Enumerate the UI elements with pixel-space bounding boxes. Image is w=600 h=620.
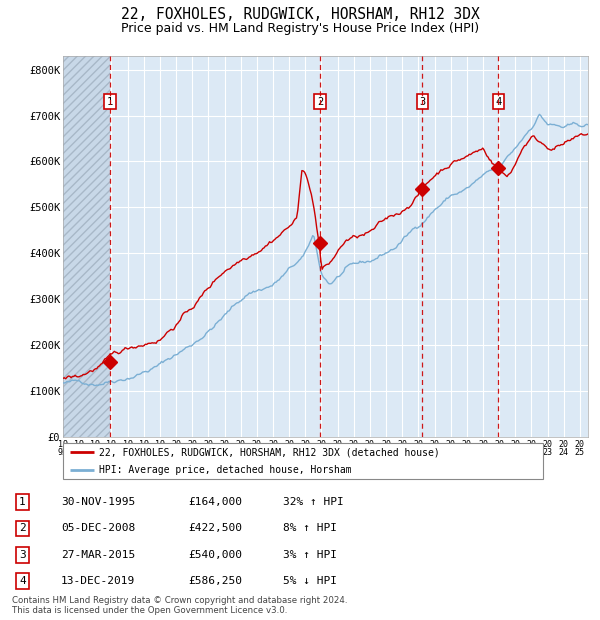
- Text: 2: 2: [19, 523, 26, 533]
- Text: 27-MAR-2015: 27-MAR-2015: [61, 550, 135, 560]
- Text: 13-DEC-2019: 13-DEC-2019: [61, 576, 135, 587]
- Text: £422,500: £422,500: [188, 523, 242, 533]
- Text: 22, FOXHOLES, RUDGWICK, HORSHAM, RH12 3DX: 22, FOXHOLES, RUDGWICK, HORSHAM, RH12 3D…: [121, 7, 479, 22]
- Text: 8% ↑ HPI: 8% ↑ HPI: [283, 523, 337, 533]
- Text: HPI: Average price, detached house, Horsham: HPI: Average price, detached house, Hors…: [99, 464, 352, 475]
- Text: 1: 1: [107, 97, 113, 107]
- Text: Price paid vs. HM Land Registry's House Price Index (HPI): Price paid vs. HM Land Registry's House …: [121, 22, 479, 35]
- Text: 3: 3: [19, 550, 26, 560]
- Text: 22, FOXHOLES, RUDGWICK, HORSHAM, RH12 3DX (detached house): 22, FOXHOLES, RUDGWICK, HORSHAM, RH12 3D…: [99, 448, 440, 458]
- FancyBboxPatch shape: [63, 443, 543, 479]
- Text: 2: 2: [317, 97, 323, 107]
- Bar: [63, 56, 110, 437]
- Text: 32% ↑ HPI: 32% ↑ HPI: [283, 497, 343, 507]
- Text: 30-NOV-1995: 30-NOV-1995: [61, 497, 135, 507]
- Text: Contains HM Land Registry data © Crown copyright and database right 2024.: Contains HM Land Registry data © Crown c…: [12, 596, 347, 606]
- Text: 3% ↑ HPI: 3% ↑ HPI: [283, 550, 337, 560]
- Text: 3: 3: [419, 97, 425, 107]
- Text: £586,250: £586,250: [188, 576, 242, 587]
- Text: 4: 4: [495, 97, 502, 107]
- Text: £164,000: £164,000: [188, 497, 242, 507]
- Text: £540,000: £540,000: [188, 550, 242, 560]
- Text: 4: 4: [19, 576, 26, 587]
- Text: This data is licensed under the Open Government Licence v3.0.: This data is licensed under the Open Gov…: [12, 606, 287, 616]
- Text: 05-DEC-2008: 05-DEC-2008: [61, 523, 135, 533]
- Text: 5% ↓ HPI: 5% ↓ HPI: [283, 576, 337, 587]
- Text: 1: 1: [19, 497, 26, 507]
